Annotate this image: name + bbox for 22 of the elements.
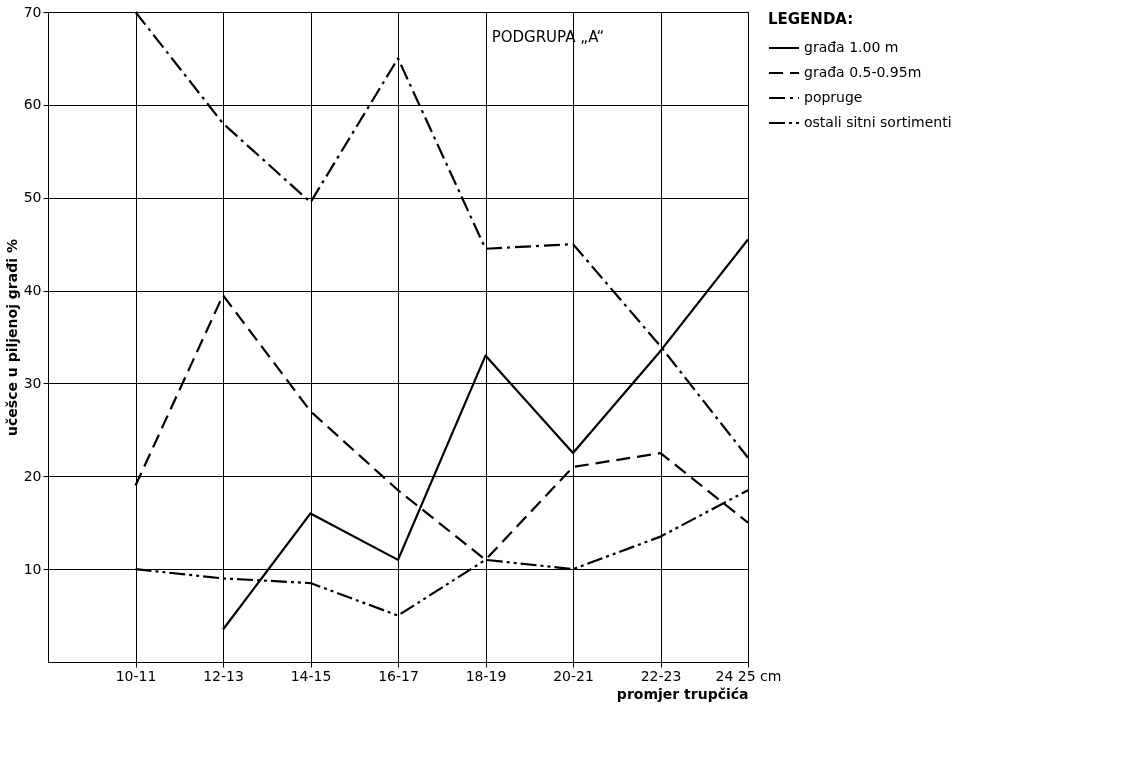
- legend-label: građa 0.5-0.95m: [804, 64, 922, 80]
- legend-label: građa 1.00 m: [804, 39, 899, 55]
- x-tick-label: 16-17: [378, 667, 419, 684]
- x-tick-label: 22-23: [640, 667, 682, 684]
- x-tick-label: 24 25 cm: [715, 667, 782, 684]
- y-tick-label: 10: [23, 560, 42, 577]
- legend-label: popruge: [804, 89, 863, 105]
- y-axis-title: učešce u piljenoj građi %: [3, 239, 20, 436]
- x-tick-label: 20-21: [553, 667, 594, 684]
- legend-title: LEGENDA:: [768, 10, 854, 28]
- y-tick-label: 70: [23, 3, 42, 20]
- y-tick-label: 60: [23, 96, 42, 113]
- x-tick-label: 18-19: [465, 667, 507, 684]
- x-axis-title: promjer trupčića: [616, 685, 749, 702]
- legend-label: ostali sitni sortimenti: [804, 114, 952, 130]
- x-tick-label: 12-13: [203, 667, 244, 684]
- x-tick-label: 14-15: [290, 667, 332, 684]
- y-tick-label: 50: [23, 189, 42, 206]
- x-tick-label: 10-11: [115, 667, 157, 684]
- y-tick-label: 20: [23, 467, 42, 484]
- y-tick-label: 30: [23, 374, 42, 391]
- y-tick-label: 40: [23, 282, 42, 299]
